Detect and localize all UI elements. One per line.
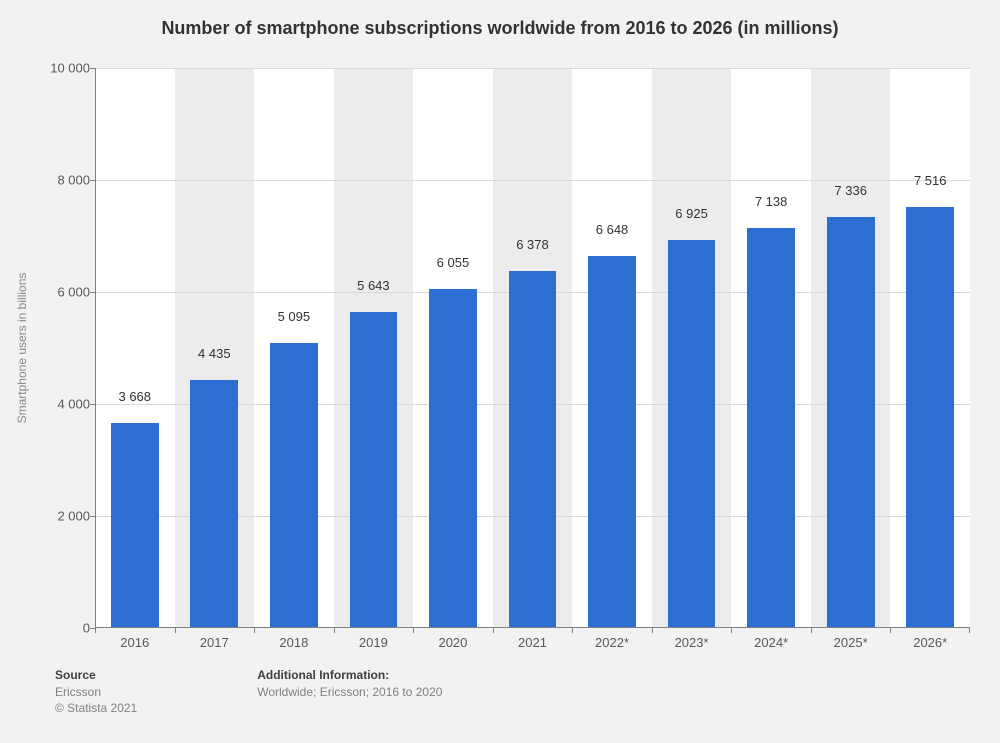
bar [111, 423, 159, 628]
bar-value-label: 7 138 [731, 194, 811, 209]
plot-area: 02 0004 0006 0008 00010 0003 66820164 43… [95, 68, 970, 628]
footer-info-head: Additional Information: [257, 668, 442, 682]
bar [906, 207, 954, 628]
x-tick-mark [969, 628, 970, 633]
footer-source: Source Ericsson© Statista 2021 [55, 668, 137, 716]
x-tick-mark [652, 628, 653, 633]
bar-value-label: 5 095 [254, 309, 334, 324]
x-tick-label: 2021 [493, 635, 573, 650]
bar [827, 217, 875, 628]
y-tick-label: 10 000 [15, 61, 90, 76]
bar [588, 256, 636, 628]
bar [747, 228, 795, 628]
bar [429, 289, 477, 628]
bar-value-label: 3 668 [95, 389, 175, 404]
x-tick-label: 2019 [334, 635, 414, 650]
bar-value-label: 6 055 [413, 255, 493, 270]
x-tick-mark [413, 628, 414, 633]
x-tick-mark [95, 628, 96, 633]
bar [509, 271, 557, 628]
x-tick-label: 2020 [413, 635, 493, 650]
y-tick-label: 2 000 [15, 509, 90, 524]
y-tick-label: 0 [15, 621, 90, 636]
chart-footer: Source Ericsson© Statista 2021 Additiona… [55, 668, 965, 716]
y-tick-label: 4 000 [15, 397, 90, 412]
footer-info-body: Worldwide; Ericsson; 2016 to 2020 [257, 684, 442, 700]
y-axis-line [95, 68, 96, 628]
bar [190, 380, 238, 628]
x-tick-label: 2023* [652, 635, 732, 650]
x-tick-label: 2026* [890, 635, 970, 650]
x-tick-label: 2022* [572, 635, 652, 650]
bar-value-label: 6 378 [493, 237, 573, 252]
bar-value-label: 6 925 [652, 206, 732, 221]
x-tick-label: 2018 [254, 635, 334, 650]
x-tick-mark [254, 628, 255, 633]
x-tick-mark [731, 628, 732, 633]
x-tick-mark [334, 628, 335, 633]
bar-value-label: 6 648 [572, 222, 652, 237]
bar-value-label: 7 336 [811, 183, 891, 198]
bar-value-label: 5 643 [334, 278, 414, 293]
bar [350, 312, 398, 628]
x-axis-line [95, 627, 970, 628]
bar [270, 343, 318, 628]
chart-title: Number of smartphone subscriptions world… [0, 18, 1000, 39]
footer-info: Additional Information: Worldwide; Erics… [257, 668, 442, 716]
bar [668, 240, 716, 628]
y-tick-label: 8 000 [15, 173, 90, 188]
bar-value-label: 7 516 [890, 173, 970, 188]
footer-source-body: Ericsson© Statista 2021 [55, 684, 137, 716]
x-tick-mark [175, 628, 176, 633]
bar-value-label: 4 435 [175, 346, 255, 361]
x-tick-label: 2017 [175, 635, 255, 650]
x-tick-mark [572, 628, 573, 633]
x-tick-label: 2025* [811, 635, 891, 650]
gridline [95, 68, 970, 69]
x-tick-mark [493, 628, 494, 633]
x-tick-mark [811, 628, 812, 633]
gridline [95, 180, 970, 181]
x-tick-mark [890, 628, 891, 633]
y-tick-label: 6 000 [15, 285, 90, 300]
footer-source-head: Source [55, 668, 137, 682]
x-tick-label: 2016 [95, 635, 175, 650]
x-tick-label: 2024* [731, 635, 811, 650]
